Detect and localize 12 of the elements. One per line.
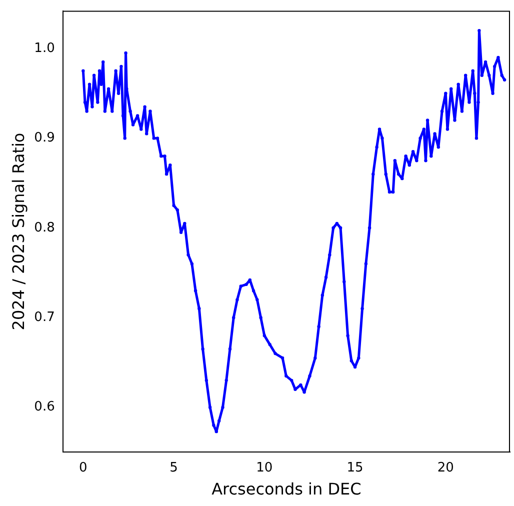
x-tick-label: 15 bbox=[346, 460, 364, 476]
y-tick-label: 0.9 bbox=[34, 130, 55, 146]
x-tick-label: 10 bbox=[256, 460, 273, 476]
x-tick-label: 20 bbox=[437, 460, 454, 476]
y-tick-label: 1.0 bbox=[34, 40, 55, 56]
y-axis-title: 2024 / 2023 Signal Ratio bbox=[8, 132, 28, 330]
y-tick-label: 0.7 bbox=[34, 310, 55, 325]
y-tick-label: 0.8 bbox=[34, 220, 55, 236]
x-tick-label: 5 bbox=[170, 460, 178, 476]
x-tick-label: 0 bbox=[79, 460, 88, 476]
x-axis-title: Arcseconds in DEC bbox=[212, 480, 362, 499]
y-tick-label: 0.6 bbox=[34, 400, 55, 415]
